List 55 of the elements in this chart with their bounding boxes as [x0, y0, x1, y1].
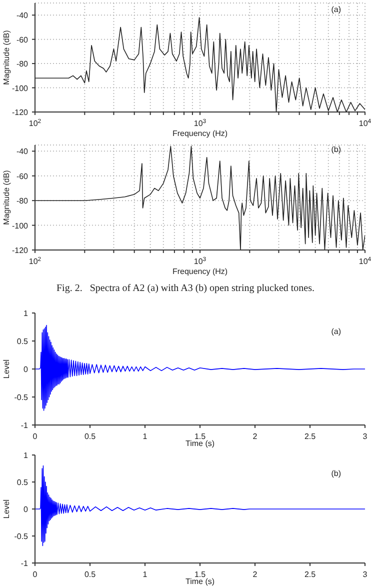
y-tick-label: -60 [16, 35, 29, 44]
x-tick-label: 1 [142, 570, 148, 579]
y-tick-label: 1 [24, 451, 29, 460]
x-tick-label: 0 [32, 432, 38, 441]
y-tick-label: -80 [16, 196, 29, 206]
y-axis-title: Level [2, 359, 11, 379]
x-tick-label: 0.5 [84, 570, 96, 579]
x-tick-label: 2.5 [304, 432, 316, 441]
y-tick-label: 0 [24, 505, 29, 514]
x-axis-title: Time (s) [185, 577, 215, 586]
y-axis-title: Magnitude (dB) [2, 170, 11, 225]
y-tick-label: 0 [24, 365, 29, 374]
y-tick-label: -0.5 [14, 393, 29, 402]
x-tick-label: 0 [32, 570, 38, 579]
annotation: (b) [331, 145, 341, 154]
y-tick-label: -1 [20, 559, 29, 568]
annotation: (a) [331, 327, 341, 336]
caption: Fig. 2. Spectra of A2 (a) with A3 (b) open string plucked tones. [55, 282, 316, 296]
y-tick-label: -120 [12, 108, 29, 117]
x-tick-label: 10$^{3}$ [194, 118, 207, 128]
annotation: (b) [331, 469, 341, 478]
x-tick-label: 2 [252, 570, 258, 579]
x-tick-label: 10$^{4}$ [358, 118, 371, 128]
line-series [35, 324, 365, 411]
y-tick-label: 0.5 [16, 478, 29, 487]
x-tick-label: 10$^{3}$ [194, 256, 207, 266]
x-tick-label: 0.5 [84, 432, 96, 441]
x-tick-label: 3 [362, 570, 368, 579]
annotation: (a) [331, 5, 341, 14]
x-tick-label: 3 [362, 432, 368, 441]
y-tick-label: -100 [12, 221, 29, 230]
y-axis-title: Level [2, 499, 11, 519]
x-tick-label: 1 [142, 432, 148, 441]
y-tick-label: -60 [16, 172, 29, 181]
y-tick-label: -100 [12, 84, 29, 93]
x-tick-label: 1.5 [194, 570, 206, 579]
y-tick-label: -1 [20, 421, 29, 430]
y-tick-label: 0.5 [16, 337, 29, 346]
y-axis-title: Magnitude (dB) [2, 30, 11, 85]
y-tick-label: -120 [12, 246, 29, 255]
x-tick-label: 2.5 [304, 570, 316, 579]
x-axis-title: Time (s) [185, 439, 215, 448]
y-tick-label: -40 [16, 11, 29, 20]
y-tick-label: -80 [16, 60, 29, 69]
x-tick-label: 1.5 [194, 432, 206, 441]
line-series [35, 465, 365, 546]
x-axis-title: Frequency (Hz) [172, 267, 228, 276]
y-tick-label: -40 [16, 147, 29, 156]
x-tick-label: 10$^{4}$ [358, 256, 371, 266]
x-tick-label: 10$^{2}$ [28, 118, 42, 128]
x-tick-label: 10$^{2}$ [28, 256, 42, 266]
x-tick-label: 2 [252, 432, 258, 441]
y-tick-label: 1 [24, 309, 29, 318]
x-axis-title: Frequency (Hz) [172, 129, 228, 138]
y-tick-label: -0.5 [14, 532, 29, 541]
